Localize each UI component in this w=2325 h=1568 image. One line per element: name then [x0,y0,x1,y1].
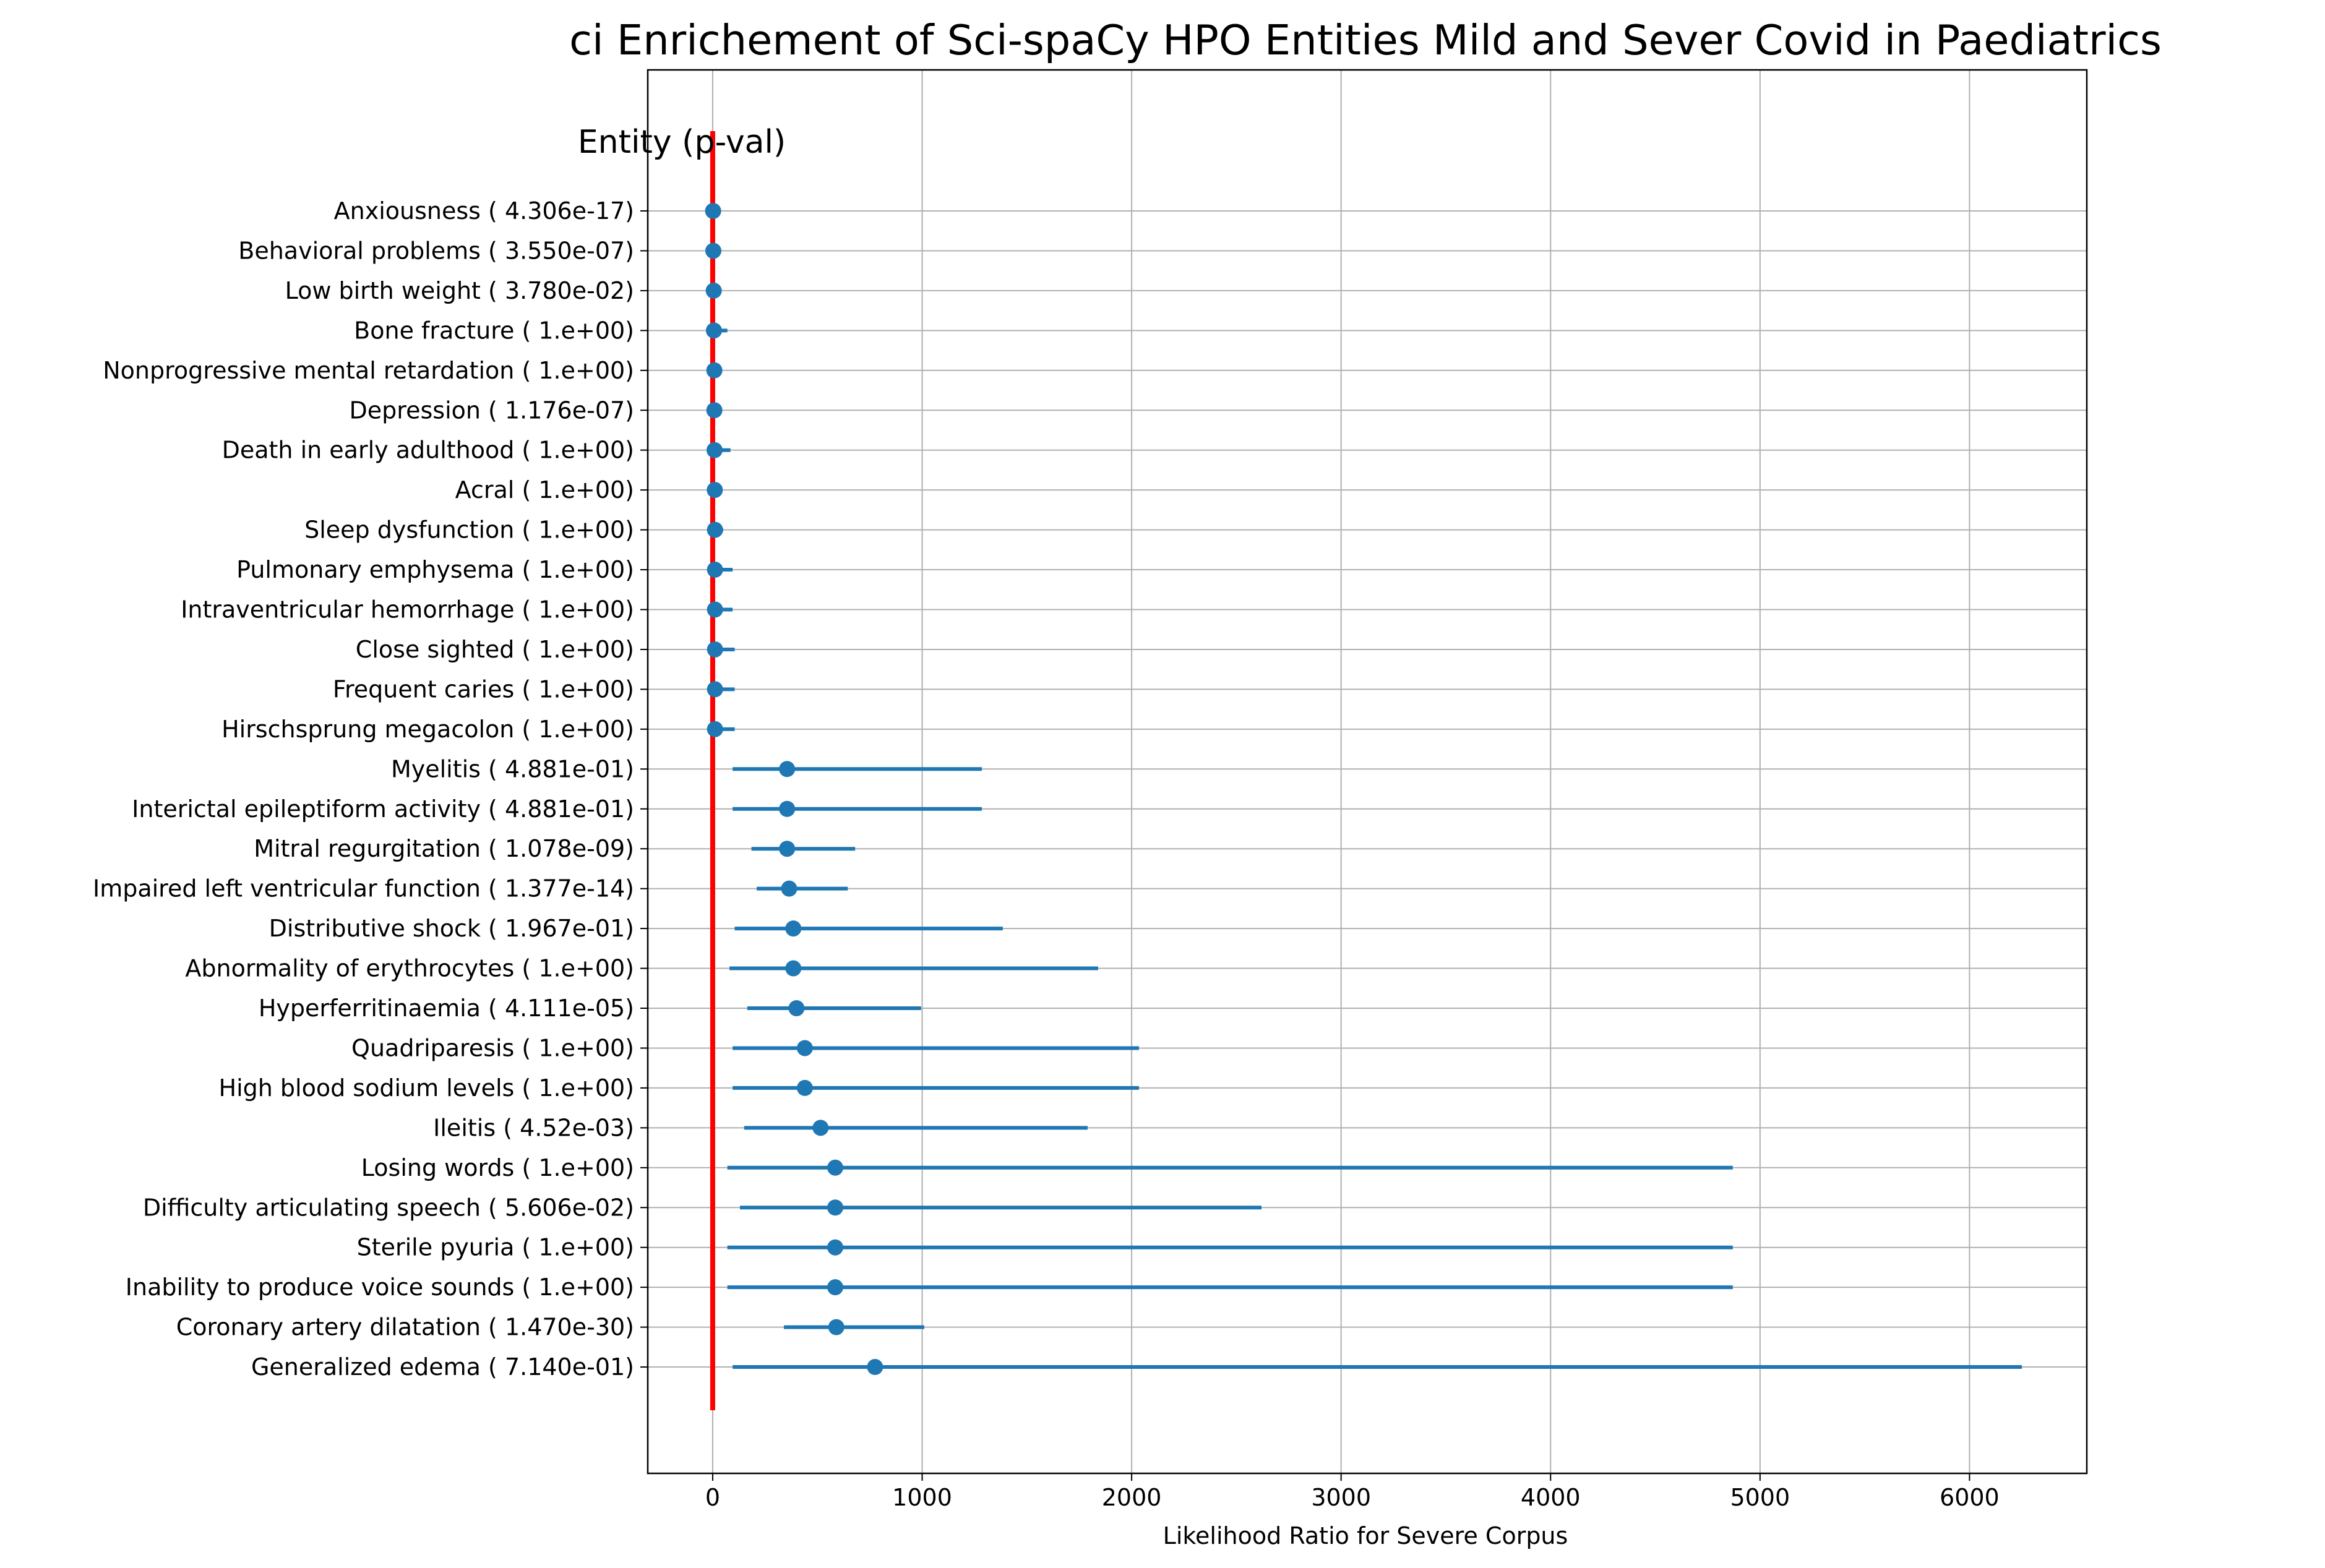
y-tick-label: Coronary artery dilatation ( 1.470e-30) [176,1314,634,1341]
y-tick-label: Interictal epileptiform activity ( 4.881… [132,795,634,823]
y-tick-label: Nonprogressive mental retardation ( 1.e+… [103,357,634,384]
y-tick-label: Behavioral problems ( 3.550e-07) [238,237,634,264]
y-tick-label: Abnormality of erythrocytes ( 1.e+00) [185,955,634,982]
y-tick-label: Anxiousness ( 4.306e-17) [334,197,634,225]
point-marker [707,681,723,698]
y-tick-label: Ileitis ( 4.52e-03) [433,1114,634,1141]
x-tick-label: 0 [705,1484,720,1511]
plot-frame [647,69,2088,1475]
y-tick-label: Close sighted ( 1.e+00) [356,636,634,663]
point-marker [705,322,722,339]
point-marker [785,920,802,937]
y-tick-label: Intraventricular hemorrhage ( 1.e+00) [181,596,634,623]
y-axis-labels: Anxiousness ( 4.306e-17) Behavioral probl… [93,197,648,1381]
point-marker [707,442,723,458]
point-marker [705,282,722,299]
x-axis-label: Likelihood Ratio for Severe Corpus [1163,1522,1568,1549]
y-tick-label: Generalized edema ( 7.140e-01) [251,1353,634,1381]
point-marker [827,1279,844,1296]
y-tick-label: Acral ( 1.e+00) [455,476,634,503]
point-marker [827,1199,844,1216]
point-marker [785,960,802,977]
point-marker [788,1000,805,1016]
point-marker [707,601,723,618]
x-tick-label: 3000 [1311,1484,1371,1511]
point-marker [779,800,796,817]
y-tick-label: Hyperferritinaemia ( 4.111e-05) [259,995,634,1022]
point-marker [828,1319,844,1335]
y-tick-label: Sleep dysfunction ( 1.e+00) [304,516,634,544]
y-tick-label: Inability to produce voice sounds ( 1.e+… [126,1274,634,1301]
x-tick-label: 6000 [1940,1484,2000,1511]
point-markers [705,203,883,1376]
y-tick-label: Low birth weight ( 3.780e-02) [285,277,634,304]
y-tick-label: Myelitis ( 4.881e-01) [391,755,634,782]
chart-title: ci Enrichement of Sci-spaCy HPO Entities… [569,16,2162,64]
point-marker [707,721,723,737]
y-tick-label: Distributive shock ( 1.967e-01) [269,915,634,942]
y-tick-label: Mitral regurgitation ( 1.078e-09) [254,835,634,862]
point-marker [707,521,723,538]
point-marker [827,1159,844,1176]
point-marker [812,1120,829,1136]
point-marker [796,1040,813,1056]
point-marker [796,1079,813,1096]
x-tick-label: 4000 [1521,1484,1581,1511]
point-marker [706,402,723,419]
point-marker [779,761,796,778]
y-tick-label: High blood sodium levels ( 1.e+00) [219,1074,635,1102]
point-marker [867,1359,883,1376]
x-tick-label: 1000 [892,1484,952,1511]
y-tick-label: Sterile pyuria ( 1.e+00) [357,1234,634,1261]
y-tick-label: Impaired left ventricular function ( 1.3… [93,875,634,902]
x-tick-label: 5000 [1730,1484,1790,1511]
x-axis-ticks: 0 1000 2000 3000 4000 5000 6000 [705,1473,2000,1511]
point-marker [705,203,721,219]
x-tick-label: 2000 [1102,1484,1162,1511]
gridlines [648,70,2087,1473]
y-tick-label: Difficulty articulating speech ( 5.606e-… [143,1194,634,1221]
y-tick-label: Losing words ( 1.e+00) [361,1154,634,1181]
point-marker [779,841,796,857]
point-marker [707,482,723,499]
point-marker [706,362,723,379]
y-tick-label: Depression ( 1.176e-07) [350,396,634,424]
y-tick-label: Quadriparesis ( 1.e+00) [351,1034,634,1061]
y-tick-label: Frequent caries ( 1.e+00) [333,675,634,703]
y-tick-label: Hirschsprung megacolon ( 1.e+00) [221,716,634,743]
point-marker [781,880,797,897]
point-marker [707,641,723,658]
y-tick-label: Pulmonary emphysema ( 1.e+00) [236,556,634,583]
point-marker [827,1239,844,1256]
y-tick-label: Death in early adulthood ( 1.e+00) [222,437,634,464]
point-marker [705,242,721,259]
point-marker [707,562,723,578]
entity-column-header: Entity (p-val) [578,124,786,161]
y-tick-label: Bone fracture ( 1.e+00) [354,317,634,344]
